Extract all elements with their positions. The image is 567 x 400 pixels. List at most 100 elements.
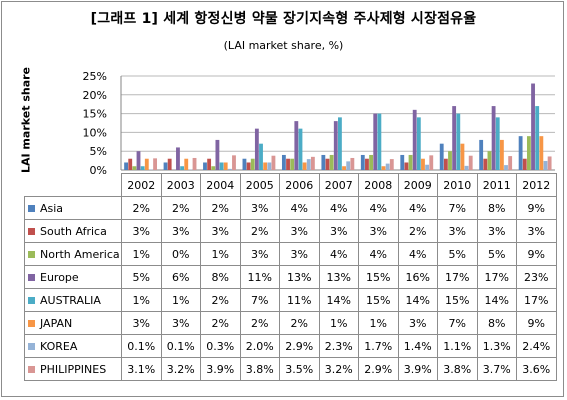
bar <box>302 162 307 170</box>
legend-swatch <box>28 250 35 258</box>
data-label: 3.1% <box>121 357 162 381</box>
data-label: 2% <box>279 311 320 335</box>
bar <box>184 158 189 170</box>
legend-entry: JAPAN <box>24 311 122 335</box>
bar <box>180 166 185 170</box>
data-label: 0.1% <box>121 334 162 358</box>
table-row: Europe 5% 6% 8% 11% 13% 13% 15% 16% 17% 17% 23% <box>24 265 557 289</box>
bar <box>346 161 351 170</box>
bar <box>263 162 268 170</box>
bar <box>128 158 133 170</box>
data-label: 3.5% <box>279 357 320 381</box>
data-label: 9% <box>516 196 557 220</box>
data-label: 2% <box>239 219 280 243</box>
data-label: 15% <box>358 288 399 312</box>
bar <box>350 157 355 170</box>
series-name: JAPAN <box>40 316 73 330</box>
data-label: 1.3% <box>476 334 517 358</box>
data-label: 13% <box>318 265 359 289</box>
x-tick-label: 2010 <box>437 173 478 197</box>
bar <box>518 136 523 170</box>
data-label: 1.7% <box>358 334 399 358</box>
legend-swatch <box>28 204 35 212</box>
bar <box>408 154 413 170</box>
data-label: 3% <box>121 219 162 243</box>
bar <box>132 166 137 170</box>
bar <box>491 106 496 170</box>
x-tick-label: 2005 <box>239 173 280 197</box>
data-label: 1% <box>200 242 241 266</box>
table-row: AUSTRALIA 1% 1% 2% 7% 11% 14% 15% 14% 15% 14% 17% <box>24 288 557 312</box>
series-name: PHILIPPINES <box>40 362 107 376</box>
data-label: 16% <box>397 265 438 289</box>
data-label: 7% <box>437 196 478 220</box>
bar <box>271 155 276 170</box>
bar <box>547 156 552 170</box>
data-label: 14% <box>476 288 517 312</box>
data-label: 17% <box>437 265 478 289</box>
data-label: 2% <box>200 288 241 312</box>
bar <box>153 158 157 170</box>
data-label: 3% <box>279 242 320 266</box>
legend-entry: Asia <box>24 196 122 220</box>
bar <box>259 143 263 170</box>
data-label: 23% <box>516 265 557 289</box>
data-label: 4% <box>397 196 438 220</box>
bar <box>207 158 212 170</box>
data-label: 3% <box>239 196 280 220</box>
bar <box>329 154 334 170</box>
table-row: South Africa 3% 3% 3% 2% 3% 3% 3% 2% 3% 3% 3% <box>24 219 557 243</box>
bar <box>365 158 369 170</box>
legend-entry: Europe <box>24 265 122 289</box>
bar <box>281 154 286 170</box>
table-header-row: 2002 2003 2004 2005 2006 2007 2008 2009 2010 2011… <box>24 173 557 197</box>
bar <box>464 165 469 170</box>
bar <box>227 168 232 170</box>
data-label: 1.1% <box>437 334 478 358</box>
bar <box>448 151 452 170</box>
bar <box>306 159 311 170</box>
data-label: 3% <box>279 219 320 243</box>
bar <box>483 158 488 170</box>
data-label: 8% <box>200 265 241 289</box>
data-label: 15% <box>437 288 478 312</box>
chart-subtitle: (LAI market share, %) <box>223 39 344 52</box>
data-label: 0.1% <box>160 334 201 358</box>
data-label: 5% <box>437 242 478 266</box>
data-label: 4% <box>358 196 399 220</box>
data-label: 4% <box>397 242 438 266</box>
chart-title: [그래프 1] 세계 항정신병 약물 장기지속형 주사제형 시장점유율 <box>90 11 477 27</box>
legend-swatch <box>28 319 35 327</box>
bar <box>246 162 251 170</box>
data-label: 2.9% <box>279 334 320 358</box>
bar <box>176 147 180 170</box>
data-label: 9% <box>516 242 557 266</box>
bar <box>298 128 303 170</box>
bar <box>294 121 299 170</box>
table-row: Asia 2% 2% 2% 3% 4% 4% 4% 4% 7% 8% 9% <box>24 196 557 220</box>
bar <box>443 158 448 170</box>
bar <box>219 162 224 170</box>
data-label: 3.2% <box>318 357 359 381</box>
table-row: PHILIPPINES 3.1% 3.2% 3.9% 3.8% 3.5% 3.2% 2.9% 3… <box>24 357 557 381</box>
data-label: 9% <box>516 311 557 335</box>
data-label: 3% <box>358 219 399 243</box>
data-label: 3% <box>437 219 478 243</box>
data-label: 3.6% <box>516 357 557 381</box>
legend-swatch <box>28 227 35 235</box>
y-tick-label: 20% <box>83 89 107 102</box>
bar <box>254 128 259 170</box>
series-name: South Africa <box>40 224 107 238</box>
y-tick-label: 5% <box>90 145 107 158</box>
bar <box>389 159 394 170</box>
table-row: KOREA 0.1% 0.1% 0.3% 2.0% 2.9% 2.3% 1.7% 1.4% 1.1… <box>24 334 557 358</box>
bar <box>543 160 548 170</box>
data-label: 2.3% <box>318 334 359 358</box>
legend-swatch <box>28 342 35 350</box>
data-label: 2% <box>239 311 280 335</box>
bar <box>215 139 220 170</box>
bar <box>333 121 338 170</box>
data-label: 3% <box>239 242 280 266</box>
y-tick-label: 25% <box>83 70 107 83</box>
